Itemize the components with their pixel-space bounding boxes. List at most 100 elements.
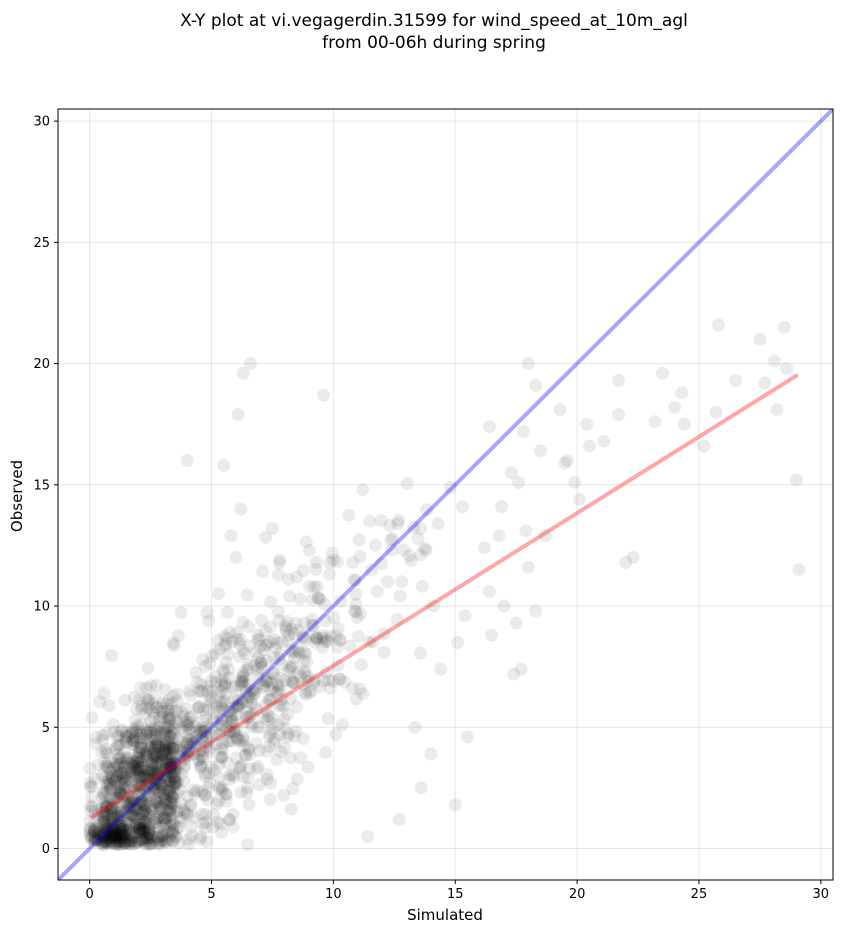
data-point	[140, 748, 154, 762]
data-point	[114, 777, 128, 791]
data-point	[138, 706, 152, 720]
data-point	[155, 752, 169, 766]
data-point	[99, 826, 113, 840]
data-point	[349, 587, 363, 601]
data-point	[497, 599, 511, 613]
data-point	[266, 521, 279, 535]
data-point	[152, 766, 166, 780]
data-point	[113, 826, 126, 840]
data-point	[128, 768, 142, 782]
data-point	[100, 821, 114, 835]
data-point	[509, 616, 523, 630]
data-point	[149, 775, 163, 789]
data-point	[109, 785, 123, 799]
data-point	[114, 765, 127, 779]
data-point	[180, 454, 194, 468]
data-point	[84, 780, 98, 794]
data-point	[95, 816, 109, 830]
data-point	[286, 782, 300, 795]
data-point	[110, 765, 124, 779]
data-point	[258, 624, 272, 638]
data-point	[363, 514, 377, 528]
data-point	[166, 824, 180, 837]
data-point	[122, 798, 136, 812]
data-point	[199, 815, 213, 829]
data-point	[158, 811, 172, 824]
data-point	[163, 728, 177, 742]
data-point	[99, 830, 113, 844]
data-point	[163, 741, 177, 755]
data-point	[157, 761, 171, 775]
data-point	[158, 743, 172, 757]
data-point	[180, 736, 194, 750]
data-point	[112, 827, 126, 841]
data-point	[124, 764, 138, 778]
data-point	[283, 660, 297, 674]
data-point	[225, 635, 239, 649]
data-point	[780, 361, 794, 375]
data-point	[163, 729, 177, 743]
data-point	[263, 727, 277, 741]
data-point	[181, 807, 195, 821]
data-point	[192, 700, 206, 714]
data-point	[118, 835, 132, 849]
data-point	[141, 808, 155, 822]
data-point	[150, 793, 164, 807]
data-point	[264, 710, 278, 724]
data-point	[168, 778, 182, 792]
data-point	[214, 741, 228, 755]
data-point	[270, 686, 284, 700]
data-point	[223, 768, 237, 782]
data-point	[215, 825, 229, 839]
data-point	[127, 809, 141, 823]
data-point	[164, 774, 178, 788]
data-point	[83, 761, 97, 775]
data-point	[196, 816, 210, 830]
data-point	[204, 691, 218, 705]
data-point	[155, 810, 169, 824]
data-point	[166, 689, 180, 703]
data-point	[136, 824, 150, 838]
data-point	[234, 758, 248, 772]
data-point	[215, 695, 229, 709]
data-point	[139, 777, 153, 791]
data-point	[133, 798, 147, 812]
data-point	[232, 701, 246, 715]
data-point	[194, 760, 208, 774]
data-point	[119, 725, 133, 739]
data-point	[130, 835, 144, 849]
y-tick-label: 5	[42, 721, 50, 736]
data-point	[301, 760, 315, 774]
data-point	[204, 674, 218, 688]
data-point	[274, 698, 288, 712]
data-point	[99, 785, 113, 799]
data-point	[280, 730, 294, 744]
data-point	[251, 721, 265, 735]
data-point	[255, 613, 268, 627]
data-point	[141, 820, 155, 834]
data-point	[191, 701, 205, 715]
data-point	[151, 837, 165, 850]
data-point	[152, 833, 165, 847]
data-point	[222, 813, 236, 827]
data-point	[351, 629, 365, 643]
data-point	[134, 795, 148, 809]
data-point	[120, 806, 134, 820]
data-point	[110, 836, 124, 849]
data-point	[333, 672, 347, 686]
data-point	[103, 790, 117, 804]
data-point	[418, 541, 432, 555]
data-point	[139, 810, 153, 824]
data-point	[216, 663, 230, 677]
data-point	[93, 827, 107, 841]
data-point	[420, 503, 434, 517]
data-point	[150, 733, 163, 747]
data-point	[210, 797, 224, 811]
data-point	[307, 580, 321, 594]
data-point	[353, 682, 367, 696]
data-point	[207, 763, 221, 777]
data-point	[244, 691, 258, 705]
data-point	[153, 809, 166, 823]
data-point	[198, 766, 211, 780]
data-point	[264, 683, 278, 697]
